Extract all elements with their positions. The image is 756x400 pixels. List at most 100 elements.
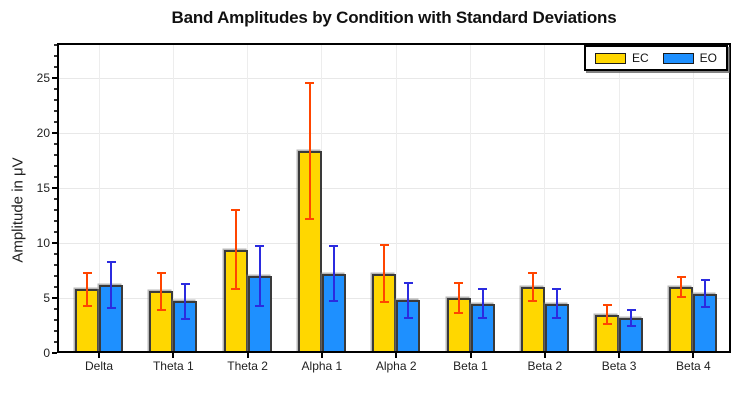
- errorbar-cap-top-ec-theta-1: [156, 271, 166, 274]
- errorbar-eo-delta: [110, 261, 112, 308]
- plot-area: EC EO: [57, 43, 731, 353]
- yminortick-23: [54, 99, 57, 101]
- xtick-label-theta-2: Theta 2: [227, 359, 268, 373]
- xtick-beta-2: [543, 353, 546, 358]
- gridline-x-alpha-2: [395, 43, 397, 353]
- ytick-label-0: 0: [43, 346, 50, 360]
- errorbar-ec-beta-1: [457, 282, 460, 314]
- xtick-theta-2: [246, 353, 249, 358]
- errorbar-ec-beta-4: [680, 277, 683, 297]
- ytick-25: [52, 77, 57, 80]
- yminortick-14: [54, 198, 57, 200]
- xtick-label-beta-4: Beta 4: [676, 359, 711, 373]
- errorbar-cap-bottom-eo-beta-3: [626, 324, 636, 327]
- errorbar-cap-top-eo-delta: [106, 260, 116, 263]
- errorbar-cap-bottom-ec-theta-2: [231, 288, 241, 291]
- errorbar-cap-bottom-ec-beta-1: [454, 312, 463, 315]
- ytick-5: [52, 297, 57, 300]
- ytick-label-5: 5: [43, 291, 50, 306]
- errorbar-cap-top-eo-theta-1: [180, 282, 190, 285]
- yminortick-2: [54, 330, 57, 332]
- xtick-label-beta-2: Beta 2: [527, 359, 563, 373]
- gridline-y-20: [57, 132, 731, 134]
- errorbar-cap-top-eo-beta-3: [626, 309, 636, 312]
- ytick-label-25: 25: [36, 71, 50, 86]
- errorbar-cap-top-ec-beta-4: [676, 276, 686, 279]
- yminortick-21: [54, 121, 57, 123]
- errorbar-cap-top-ec-beta-1: [454, 281, 463, 284]
- errorbar-eo-beta-2: [555, 289, 558, 318]
- errorbar-cap-top-ec-delta: [82, 271, 92, 274]
- errorbar-cap-bottom-eo-beta-1: [478, 316, 487, 319]
- xtick-theta-1: [172, 353, 175, 358]
- errorbar-eo-beta-1: [481, 289, 484, 318]
- yminortick-11: [54, 231, 57, 233]
- yminortick-26: [54, 66, 57, 68]
- xtick-delta: [98, 353, 100, 358]
- errorbar-cap-top-eo-beta-4: [700, 279, 710, 282]
- errorbar-ec-alpha-1: [308, 82, 311, 219]
- errorbar-cap-bottom-ec-beta-2: [528, 300, 538, 303]
- gridline-y-25: [57, 77, 731, 79]
- yminortick-3: [54, 319, 57, 321]
- legend-item-ec: EC: [594, 51, 649, 65]
- yminortick-12: [54, 220, 57, 222]
- gridline-x-beta-4: [692, 43, 694, 353]
- errorbar-cap-top-ec-alpha-2: [379, 244, 389, 247]
- xtick-label-alpha-2: Alpha 2: [375, 359, 417, 373]
- ytick-label-10: 10: [36, 236, 50, 251]
- chart-title: Band Amplitudes by Condition with Standa…: [171, 8, 617, 27]
- errorbar-ec-beta-2: [531, 272, 534, 302]
- errorbar-cap-top-ec-theta-2: [231, 209, 241, 212]
- errorbar-eo-theta-2: [258, 246, 261, 306]
- errorbar-cap-bottom-eo-beta-4: [700, 305, 710, 308]
- errorbar-cap-top-ec-beta-2: [528, 271, 538, 274]
- errorbar-cap-top-eo-beta-2: [552, 288, 562, 291]
- xtick-beta-1: [469, 353, 472, 358]
- ytick-0: [52, 352, 57, 354]
- errorbar-ec-theta-2: [234, 210, 237, 290]
- gridline-x-beta-2: [544, 43, 546, 353]
- yminortick-1: [54, 341, 57, 343]
- yminortick-22: [54, 110, 57, 112]
- errorbar-eo-alpha-1: [332, 246, 335, 302]
- legend-label-eo: EO: [699, 51, 717, 65]
- errorbar-cap-bottom-eo-theta-2: [255, 304, 265, 307]
- yminortick-17: [54, 165, 57, 167]
- errorbar-eo-beta-3: [630, 310, 633, 326]
- xtick-label-beta-1: Beta 1: [453, 359, 488, 373]
- legend-swatch-ec: [594, 52, 626, 64]
- legend-item-eo: EO: [662, 51, 717, 65]
- errorbar-cap-bottom-eo-alpha-1: [329, 300, 339, 303]
- errorbar-cap-top-ec-alpha-1: [305, 81, 315, 84]
- errorbar-cap-bottom-eo-delta: [106, 306, 116, 309]
- errorbar-eo-beta-4: [704, 280, 707, 307]
- xtick-label-alpha-1: Alpha 1: [301, 359, 343, 373]
- errorbar-cap-bottom-eo-theta-1: [180, 317, 190, 320]
- xtick-beta-3: [618, 353, 621, 358]
- errorbar-ec-delta: [86, 272, 88, 306]
- yminortick-8: [54, 264, 57, 266]
- yminortick-9: [54, 253, 57, 255]
- yminortick-28: [54, 44, 57, 46]
- errorbar-cap-bottom-ec-beta-4: [676, 295, 686, 298]
- gridline-x-delta: [98, 43, 100, 353]
- errorbar-cap-bottom-ec-alpha-1: [305, 217, 315, 220]
- xtick-label-delta: Delta: [84, 359, 113, 373]
- errorbar-cap-bottom-ec-theta-1: [156, 309, 166, 312]
- gridline-x-alpha-1: [321, 43, 323, 353]
- errorbar-cap-bottom-eo-alpha-2: [403, 316, 413, 319]
- yminortick-16: [54, 176, 57, 178]
- gridline-x-theta-2: [247, 43, 249, 353]
- yminortick-7: [54, 275, 57, 277]
- gridline-x-beta-3: [618, 43, 620, 353]
- ytick-label-20: 20: [36, 126, 50, 141]
- errorbar-cap-bottom-ec-beta-3: [602, 323, 612, 326]
- errorbar-ec-theta-1: [160, 272, 163, 311]
- xtick-alpha-1: [320, 353, 323, 358]
- yminortick-24: [54, 88, 57, 90]
- yminortick-6: [54, 286, 57, 288]
- errorbar-cap-bottom-eo-beta-2: [552, 316, 562, 319]
- errorbar-cap-bottom-ec-delta: [82, 304, 92, 307]
